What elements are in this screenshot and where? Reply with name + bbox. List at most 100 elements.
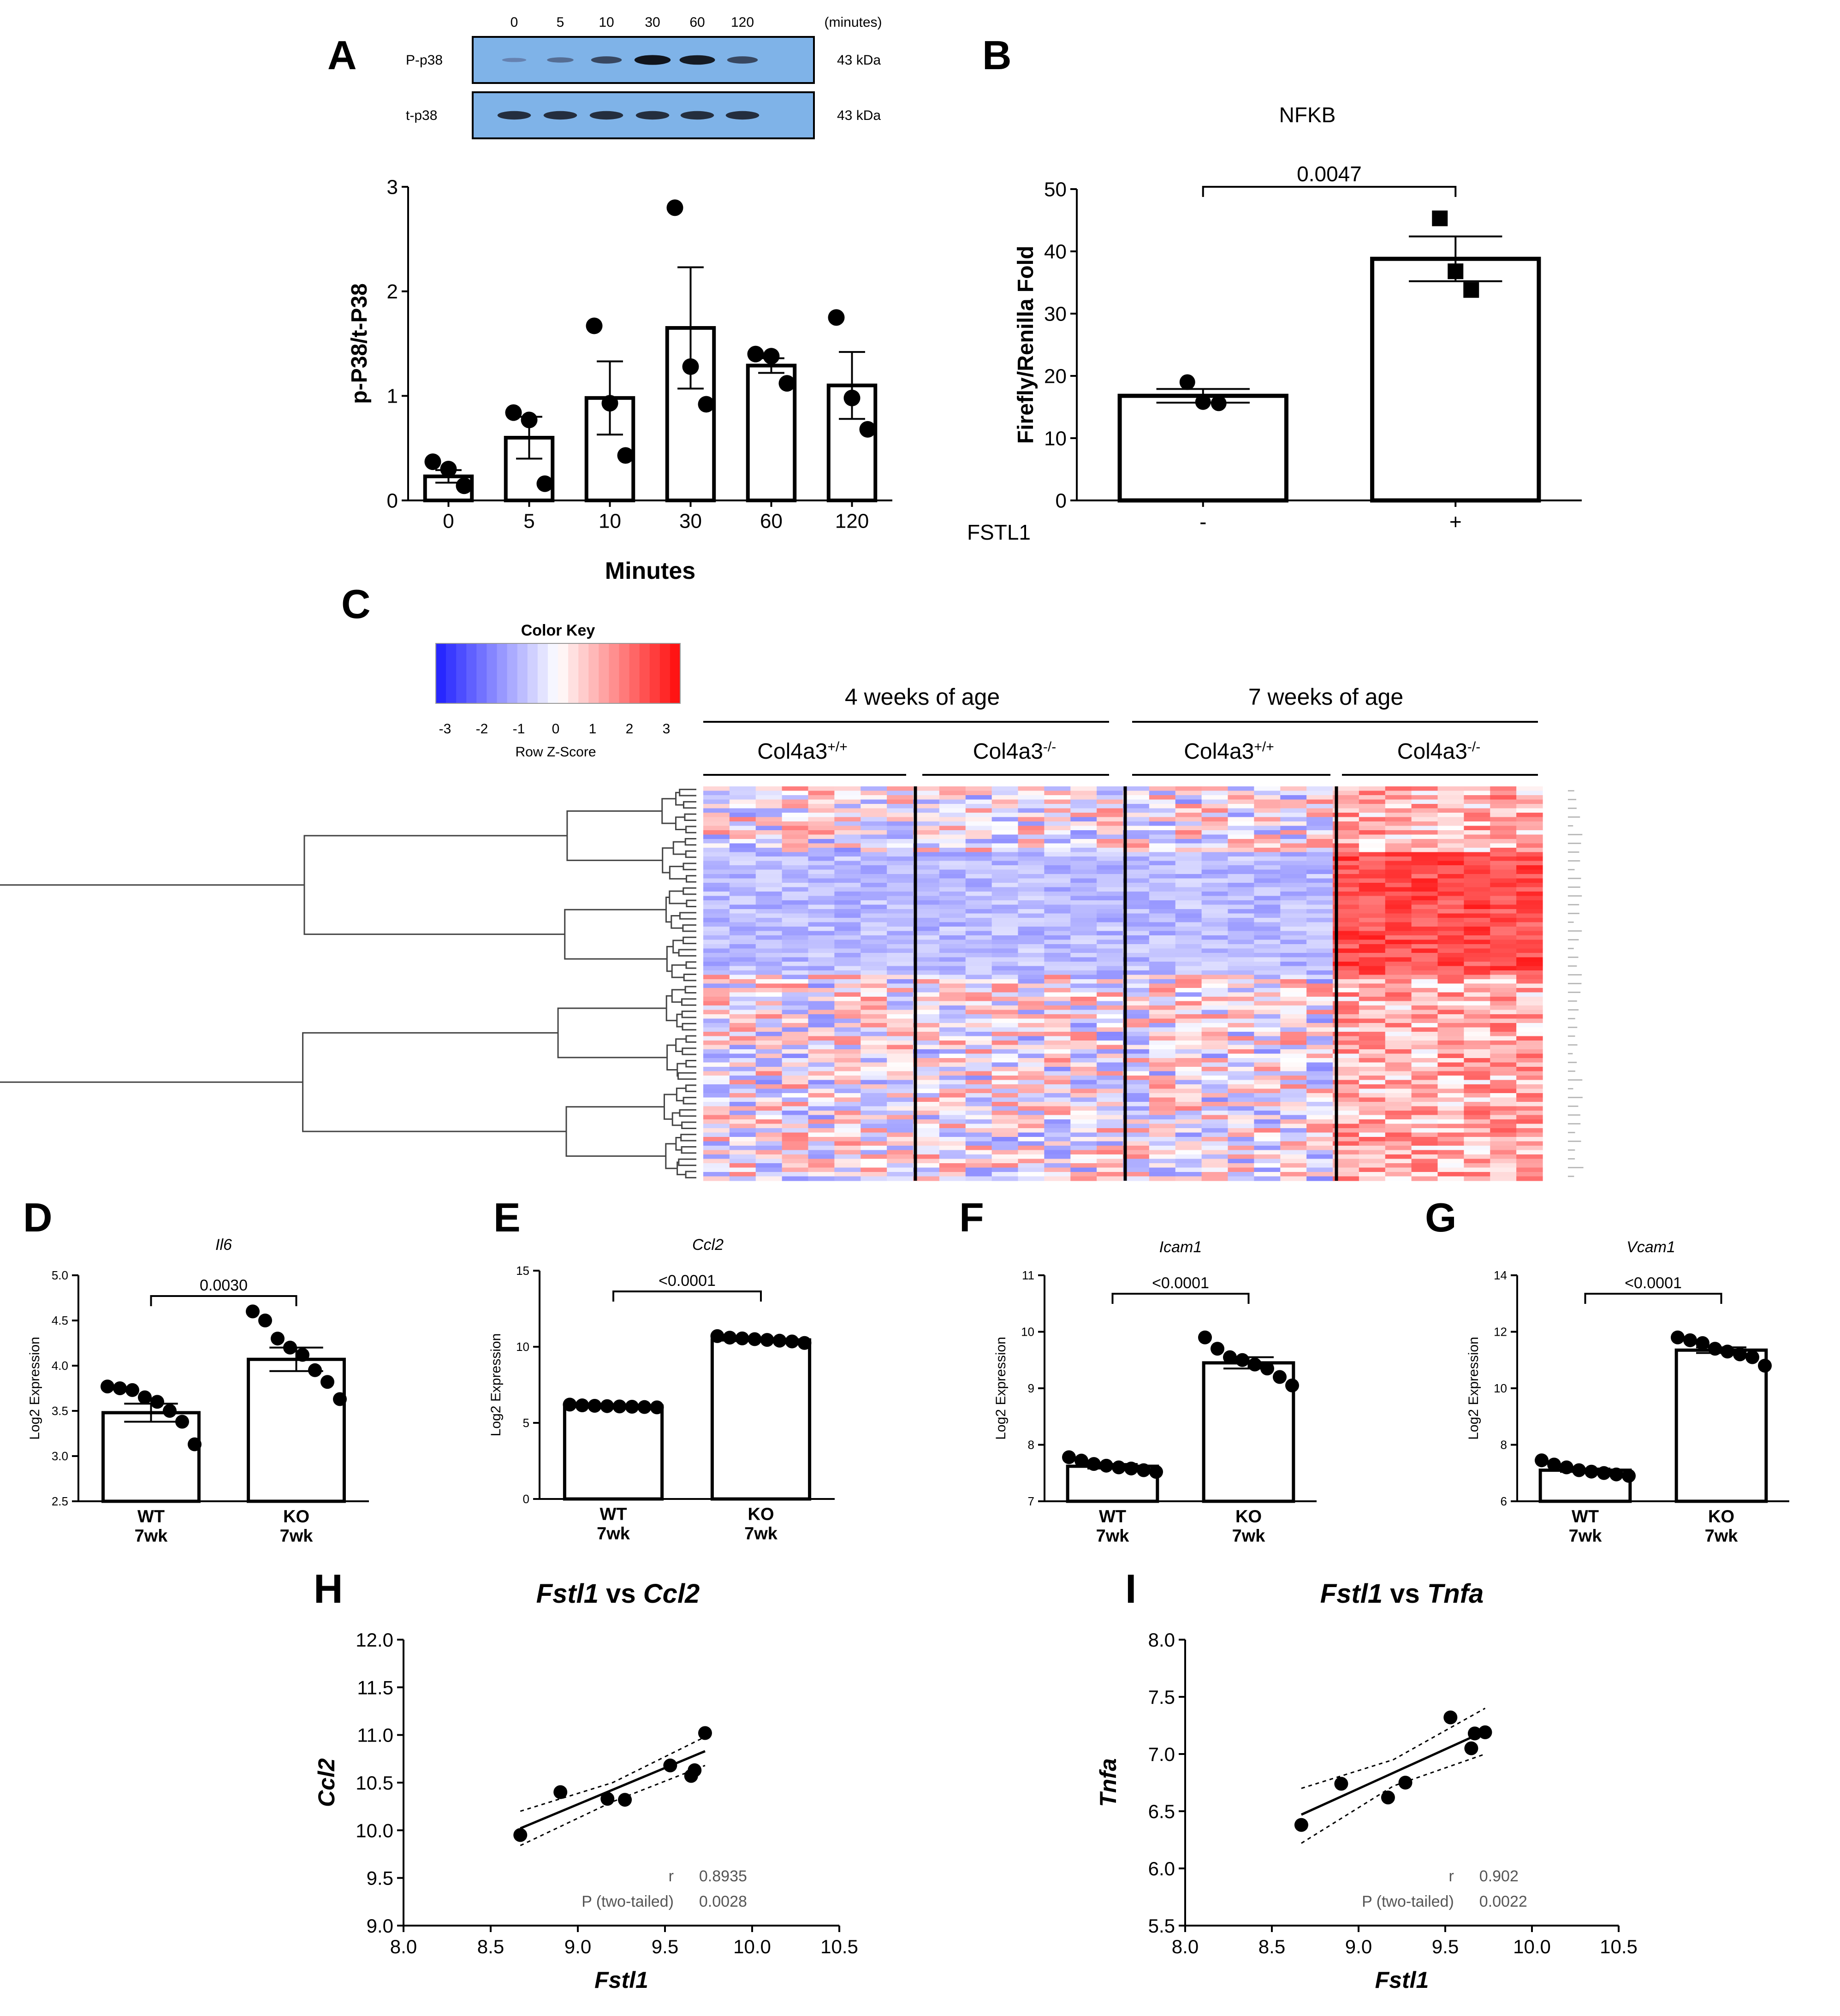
heatmap-cell [755,1097,783,1102]
heatmap-cell [1490,813,1517,818]
heatmap-cell [1254,1137,1281,1142]
heatmap-cell [939,1146,966,1151]
heatmap-cell [1254,909,1281,914]
heatmap-cell [1228,1132,1254,1137]
heatmap-cell [729,1010,756,1015]
heatmap-cell [782,1132,809,1137]
data-point [138,1390,152,1404]
heatmap-cell [965,1137,992,1142]
heatmap-cell [1385,935,1412,940]
heatmap-cell [1254,1106,1281,1111]
data-point [666,199,683,216]
heatmap-cell [1385,878,1412,883]
heatmap-cell [965,909,992,914]
heatmap-cell [1044,869,1071,874]
heatmap-cell [1201,935,1229,940]
dendrogram-branch [662,847,674,874]
heatmap-cell [991,896,1019,901]
heatmap-cell [1516,883,1543,888]
heatmap-cell [755,817,783,822]
dendrogram-branch [671,989,686,1003]
heatmap-cell [1280,940,1307,945]
heatmap-cell [1516,1137,1543,1142]
heatmap-cell [1228,904,1254,910]
data-point [586,317,603,334]
heatmap-cell [861,834,887,839]
heatmap-cell [1097,1010,1123,1015]
heatmap-cell [808,883,835,888]
heatmap-cell [1201,1172,1229,1177]
blot-band [589,111,623,120]
heatmap-cell [991,883,1019,888]
heatmap-cell [808,922,835,927]
heatmap-cell [1490,1071,1517,1076]
heatmap-cell [1437,896,1464,901]
data-point [1597,1466,1611,1480]
heatmap-cell [755,900,783,905]
heatmap-cell [913,1132,940,1137]
heatmap-cell [1437,1014,1464,1019]
heatmap-cell [913,1010,940,1015]
heatmap-cell [1175,839,1202,844]
heatmap-cell [1175,821,1202,827]
heatmap-cell [1306,1106,1333,1111]
heatmap-cell [1359,966,1386,971]
heatmap-cell [1097,1018,1123,1023]
heatmap-cell [1044,1154,1071,1160]
heatmap-cell [755,935,783,940]
heatmap-cell [1201,878,1229,883]
heatmap-cell [1437,1106,1464,1111]
heatmap-cell [755,962,783,967]
heatmap-cell [965,1032,992,1037]
heatmap-cell [1411,1049,1438,1054]
heatmap-cell [1228,931,1254,936]
heatmap-cell [755,892,783,897]
heatmap-cell [1149,896,1176,901]
heatmap-cell [1437,997,1464,1002]
data-point [1074,1453,1088,1468]
heatmap-cell [965,856,992,862]
heatmap-cell [1175,909,1202,914]
heatmap-cell [965,979,992,984]
heatmap-cell [729,1163,756,1168]
heatmap-cell [1411,1106,1438,1111]
heatmap-cell [1228,970,1254,975]
heatmap-cell [913,852,940,857]
y-tick-label: 40 [1044,240,1067,263]
heatmap-cell [1228,1167,1254,1172]
heatmap-cell [1018,1163,1045,1168]
heatmap-cell [1385,874,1412,879]
heatmap-cell [834,856,861,862]
heatmap-cell [1228,1049,1254,1054]
heatmap-cell [1175,786,1202,791]
color-key-border [435,643,681,704]
heatmap-cell [1149,883,1176,888]
heatmap-cell [729,1018,756,1023]
heatmap-cell [755,861,783,866]
heatmap-cell [1280,1010,1307,1015]
heatmap-cell [782,1172,809,1177]
heatmap-cell [808,1001,835,1006]
heatmap-cell [1516,922,1543,927]
heatmap-cell [861,1049,887,1054]
heatmap-cell [1516,1146,1543,1151]
heatmap-cell [861,918,887,923]
heatmap-cell [834,1045,861,1050]
heatmap-cell [887,966,914,971]
heatmap-cell [887,813,914,818]
heatmap-cell [782,927,809,932]
heatmap-cell [1044,1018,1071,1023]
heatmap-cell [703,1084,730,1089]
heatmap-cell [1097,1023,1123,1028]
heatmap-cell [1464,1115,1490,1120]
heatmap-cell [1385,1041,1412,1046]
heatmap-cell [1201,1010,1229,1015]
heatmap-cell [1097,839,1123,844]
heatmap-cell [834,975,861,980]
heatmap-cell [1018,1141,1045,1146]
heatmap-cell [1254,1176,1281,1181]
heatmap-cell [1201,992,1229,997]
heatmap-cell [1149,904,1176,910]
heatmap-cell [887,975,914,980]
